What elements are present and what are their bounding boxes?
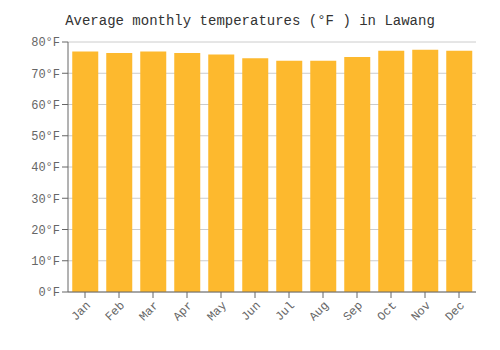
svg-text:Mar: Mar — [137, 299, 162, 324]
svg-text:70°F: 70°F — [31, 68, 60, 82]
svg-text:Nov: Nov — [409, 299, 434, 324]
svg-text:Oct: Oct — [375, 299, 400, 324]
svg-text:80°F: 80°F — [31, 36, 60, 50]
html-text:Average monthly temperatures (: Average monthly temperatures (°F ) in La… — [65, 13, 435, 29]
svg-text:Sep: Sep — [341, 299, 366, 324]
svg-text:Dec: Dec — [443, 299, 468, 324]
svg-text:50°F: 50°F — [31, 130, 60, 144]
svg-text:May: May — [205, 299, 230, 324]
svg-text:Jul: Jul — [273, 299, 298, 324]
svg-text:60°F: 60°F — [31, 99, 60, 113]
svg-text:Apr: Apr — [171, 299, 196, 324]
svg-text:30°F: 30°F — [31, 193, 60, 207]
svg-text:Jun: Jun — [239, 299, 264, 324]
svg-text:40°F: 40°F — [31, 161, 60, 175]
svg-text:0°F: 0°F — [38, 286, 60, 300]
svg-text:20°F: 20°F — [31, 224, 60, 238]
svg-text:Aug: Aug — [307, 299, 332, 324]
svg-text:10°F: 10°F — [31, 255, 60, 269]
svg-text:Jan: Jan — [69, 299, 94, 324]
svg-text:Feb: Feb — [103, 299, 128, 324]
